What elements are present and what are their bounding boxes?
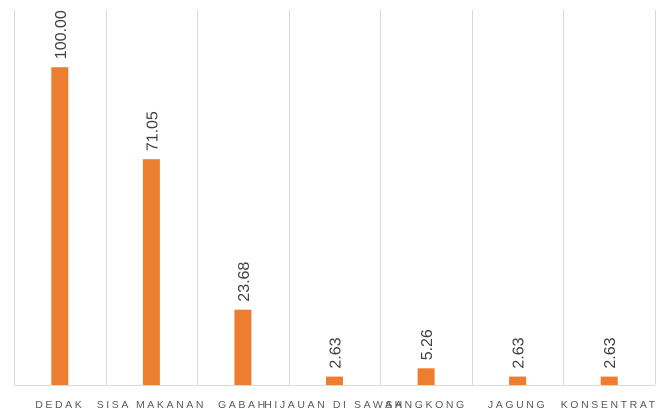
- category-label: DEDAK: [35, 399, 84, 411]
- category-label: HIJAUAN DI SAWAH: [264, 399, 405, 411]
- data-label: 23.68: [236, 262, 253, 302]
- bar-hijauan-di-sawah: [326, 376, 343, 385]
- data-label: 5.26: [419, 329, 436, 360]
- data-label: 100.00: [53, 10, 70, 59]
- data-label: 2.63: [328, 337, 345, 368]
- category-label: SISA MAKANAN: [97, 399, 206, 411]
- category-label: GABAH: [218, 399, 268, 411]
- bar-jagung: [509, 376, 527, 385]
- bars-layer: [51, 67, 618, 385]
- category-label: SANGKONG: [385, 399, 466, 411]
- data-label: 2.63: [511, 337, 528, 368]
- category-label: KONSENTRAT: [561, 399, 657, 411]
- bar-gabah: [234, 309, 252, 385]
- grid-layer: [14, 10, 656, 386]
- bar-sangkong: [417, 368, 435, 385]
- bar-sisa-makanan: [142, 159, 160, 385]
- data-labels-layer: 100.00 71.05 23.68 2.63 5.26 2.63 2.63: [53, 10, 619, 368]
- data-label: 2.63: [602, 337, 619, 368]
- category-label: JAGUNG: [488, 399, 547, 411]
- bar-konsentrat: [600, 376, 618, 385]
- data-label: 71.05: [144, 111, 161, 151]
- bar-dedak: [51, 67, 69, 385]
